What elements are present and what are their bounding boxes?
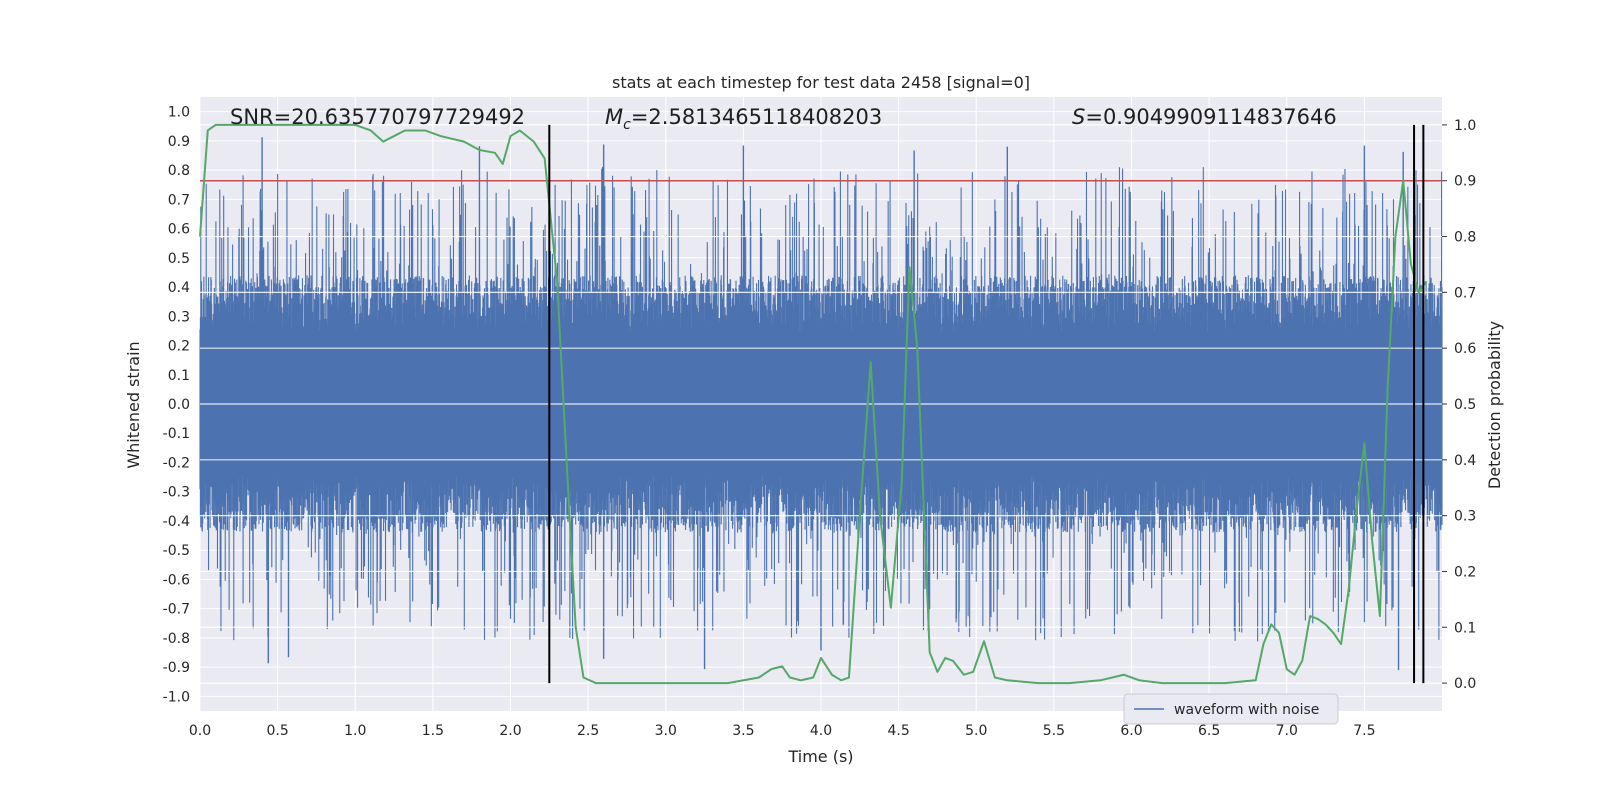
x-tick-label: 2.5 <box>577 723 599 739</box>
chirp-mass-annotation: Mc=2.5813465118408203 <box>605 105 882 133</box>
legend: waveform with noise <box>1123 693 1339 725</box>
x-tick-label: 1.0 <box>344 723 366 739</box>
waveform-series <box>199 124 1443 684</box>
chirp-mass-value: =2.5813465118408203 <box>631 105 882 129</box>
y-tick-label: 0.0 <box>168 397 190 413</box>
chart-title: stats at each timestep for test data 245… <box>612 73 1030 92</box>
x-tick-label: 6.5 <box>1198 723 1220 739</box>
y2-tick-label: 0.0 <box>1454 676 1476 692</box>
chirp-mass-symbol: M <box>605 105 623 129</box>
x-axis-ticks: 0.0 0.5 1.0 1.5 2.0 2.5 3.0 3.5 4.0 4.5 5.0 5.5 6.0 6… <box>189 723 1376 739</box>
y2-tick-label: 0.1 <box>1454 620 1476 636</box>
y-tick-label: -0.8 <box>163 631 190 647</box>
x-tick-label: 4.5 <box>887 723 909 739</box>
y-tick-label: -0.2 <box>163 455 190 471</box>
y-tick-label: -0.9 <box>163 660 190 676</box>
legend-label: waveform with noise <box>1174 702 1319 718</box>
y-tick-label: 1.0 <box>168 105 190 121</box>
y-tick-label: -0.6 <box>163 572 190 588</box>
y2-tick-label: 0.3 <box>1454 509 1476 525</box>
y-tick-label: 0.2 <box>168 339 190 355</box>
y-tick-label: 0.6 <box>168 222 190 238</box>
y2-tick-label: 0.4 <box>1454 453 1476 469</box>
score-symbol: S <box>1072 105 1085 129</box>
x-tick-label: 7.5 <box>1353 723 1375 739</box>
x-tick-label: 1.5 <box>422 723 444 739</box>
x-tick-label: 3.0 <box>655 723 677 739</box>
y-tick-label: 0.9 <box>168 134 190 150</box>
x-tick-label: 0.0 <box>189 723 211 739</box>
x-tick-label: 2.0 <box>499 723 521 739</box>
y-tick-label: 0.3 <box>168 309 190 325</box>
y2-tick-label: 0.8 <box>1454 230 1476 246</box>
x-tick-label: 5.5 <box>1043 723 1065 739</box>
x-tick-label: 3.5 <box>732 723 754 739</box>
y2-axis-ticks: 1.0 0.9 0.8 0.7 0.6 0.5 0.4 0.3 0.2 0.1 0.0 <box>1442 118 1476 692</box>
y-tick-label: -0.4 <box>163 514 190 530</box>
score-value: =0.9049909114837646 <box>1085 105 1336 129</box>
y-tick-label: 0.5 <box>168 251 190 267</box>
y2-tick-label: 0.6 <box>1454 341 1476 357</box>
y-tick-label: 0.4 <box>168 280 190 296</box>
y2-tick-label: 0.9 <box>1454 174 1476 190</box>
chirp-mass-subscript: c <box>623 117 631 133</box>
y-tick-label: -0.5 <box>163 543 190 559</box>
y-axis-label: Whitened strain <box>124 341 143 468</box>
y2-tick-label: 0.7 <box>1454 285 1476 301</box>
y2-tick-label: 0.2 <box>1454 564 1476 580</box>
y-tick-label: 0.7 <box>168 192 190 208</box>
x-tick-label: 6.0 <box>1120 723 1142 739</box>
y2-tick-label: 1.0 <box>1454 118 1476 134</box>
y-tick-label: -0.1 <box>163 426 190 442</box>
x-tick-label: 7.0 <box>1276 723 1298 739</box>
y-tick-label: 0.1 <box>168 368 190 384</box>
y-tick-label: -0.7 <box>163 602 190 618</box>
detection-probability-line <box>199 123 1428 685</box>
y2-axis-label: Detection probability <box>1485 321 1504 489</box>
x-tick-label: 4.0 <box>810 723 832 739</box>
y-axis-ticks: 1.0 0.9 0.8 0.7 0.6 0.5 0.4 0.3 0.2 0.1 0.0 -0.1 -0.… <box>163 105 190 706</box>
y-tick-label: -1.0 <box>163 689 190 705</box>
y-tick-label: 0.8 <box>168 163 190 179</box>
x-axis-label: Time (s) <box>787 747 853 766</box>
detection-probability-series <box>199 123 1428 685</box>
vertical-markers <box>548 124 1425 684</box>
snr-annotation: SNR=20.635770797729492 <box>230 105 525 129</box>
x-tick-label: 5.0 <box>965 723 987 739</box>
y-tick-label: -0.3 <box>163 485 190 501</box>
score-annotation: S=0.9049909114837646 <box>1072 105 1337 129</box>
x-tick-label: 0.5 <box>266 723 288 739</box>
y2-tick-label: 0.5 <box>1454 397 1476 413</box>
legend-box <box>1123 693 1339 725</box>
